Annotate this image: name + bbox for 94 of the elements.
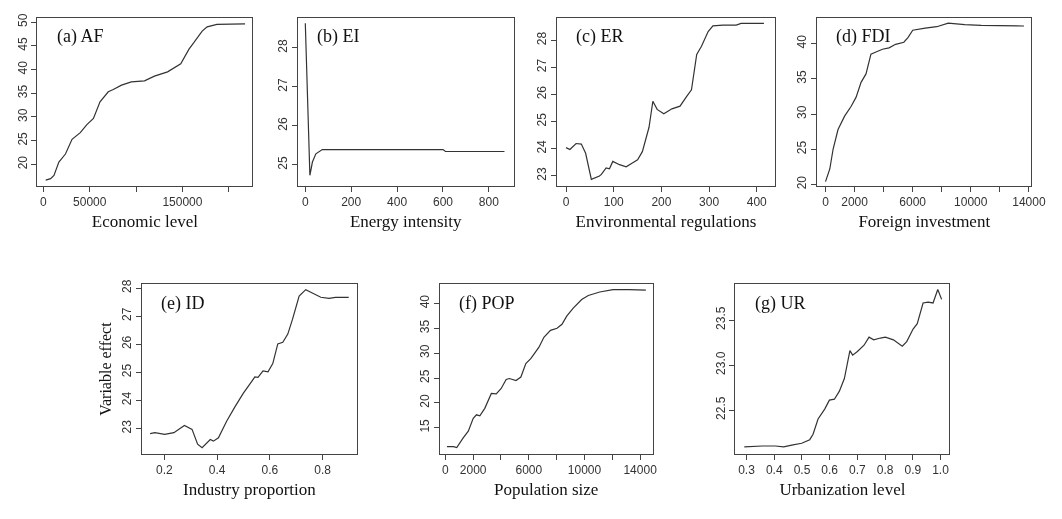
- x-tick-label: 6000: [515, 463, 543, 478]
- line-series: [446, 288, 647, 449]
- line-series: [565, 22, 765, 180]
- line-series: [149, 289, 350, 449]
- x-tick-label: 0.7: [849, 463, 867, 478]
- x-tick-label: 0.2: [156, 463, 174, 478]
- x-axis-title: Urbanization level: [779, 479, 906, 499]
- y-tick-label: 30: [795, 105, 810, 119]
- y-tick-label: 35: [795, 70, 810, 84]
- x-tick-label: 0: [301, 195, 309, 210]
- x-tick-label: 0.9: [904, 463, 922, 478]
- y-tick-label: 45: [15, 36, 30, 51]
- y-tick-label: 20: [15, 155, 30, 170]
- x-axis-title: Industry proportion: [183, 479, 317, 499]
- y-tick-label: 35: [15, 84, 30, 99]
- y-tick-label: 25: [275, 155, 290, 170]
- y-tick-label: 25: [417, 369, 432, 383]
- y-tick-label: 25: [15, 131, 30, 146]
- line-series: [824, 22, 1025, 183]
- x-axis-title: Foreign investment: [858, 211, 991, 231]
- text: (d) FDI: [836, 26, 891, 47]
- x-tick-label: 0.6: [821, 463, 839, 478]
- y-tick-label: 22.5: [713, 396, 728, 420]
- x-tick-label: 200: [341, 195, 362, 210]
- x-tick-label: 150000: [162, 195, 203, 210]
- y-tick-label: 50: [15, 13, 30, 27]
- x-tick-label: 0.4: [208, 463, 226, 478]
- y-tick-label: 23: [120, 419, 135, 434]
- x-tick-label: 2000: [459, 463, 487, 478]
- y-tick-label: 20: [417, 394, 432, 408]
- x-tick-label: 50000: [73, 195, 107, 210]
- line-series: [743, 288, 943, 448]
- y-tick-label: 30: [417, 344, 432, 359]
- line-series: [45, 23, 246, 181]
- x-tick-label: 0.4: [765, 463, 783, 478]
- x-tick-label: 10000: [954, 195, 988, 210]
- y-tick-label: 26: [275, 116, 290, 131]
- x-tick-label: 0: [40, 195, 48, 210]
- y-tick-label: 25: [120, 363, 135, 378]
- x-axis-title: Economic level: [91, 211, 199, 231]
- x-tick-label: 300: [699, 195, 720, 210]
- y-tick-label: 28: [275, 39, 290, 53]
- y-tick-label: 23.0: [713, 351, 728, 375]
- x-axis-title: Environmental regulations: [575, 211, 757, 231]
- x-axis-title: Population size: [494, 479, 599, 499]
- x-tick-label: 400: [746, 195, 768, 210]
- x-tick-label: 10000: [567, 463, 602, 478]
- y-tick-label: 27: [275, 77, 290, 92]
- y-tick-label: 25: [535, 112, 550, 127]
- x-tick-label: 0.3: [738, 463, 756, 478]
- y-tick-label: 15: [417, 418, 432, 433]
- x-tick-label: 2000: [841, 195, 869, 210]
- x-tick-label: 0.6: [261, 463, 279, 478]
- x-tick-label: 0: [442, 463, 449, 478]
- y-tick-label: 40: [15, 60, 30, 75]
- x-tick-label: 0.8: [876, 463, 894, 478]
- x-tick-label: 400: [387, 195, 408, 210]
- x-tick-label: 14000: [623, 463, 658, 478]
- y-tick-label: 40: [417, 294, 432, 309]
- y-tick-label: 27: [120, 307, 135, 321]
- y-tick-label: 25: [795, 140, 810, 155]
- x-tick-label: 14000: [1012, 195, 1046, 210]
- y-axis-title: Variable effect: [97, 321, 115, 416]
- x-tick-label: 600: [432, 195, 454, 210]
- text: (e) ID: [161, 293, 205, 314]
- y-tick-label: 26: [120, 335, 135, 350]
- y-tick-label: 27: [535, 58, 550, 73]
- line-series: [304, 22, 506, 176]
- x-tick-label: 800: [478, 195, 500, 210]
- text: (f) POP: [459, 293, 515, 314]
- text: (a) AF: [57, 26, 104, 47]
- y-tick-label: 20: [795, 175, 810, 190]
- x-tick-label: 200: [651, 195, 672, 210]
- y-tick-label: 23.5: [713, 306, 728, 330]
- x-axis-title: Energy intensity: [349, 211, 462, 231]
- text: (b) EI: [317, 26, 360, 47]
- y-tick-label: 35: [417, 319, 432, 334]
- x-tick-label: 0: [822, 195, 830, 210]
- x-tick-label: 0.8: [314, 463, 332, 478]
- text: (c) ER: [576, 26, 624, 47]
- y-tick-label: 24: [120, 391, 135, 406]
- y-tick-label: 23: [535, 166, 550, 181]
- y-tick-label: 28: [120, 279, 135, 293]
- x-tick-label: 6000: [899, 195, 927, 210]
- y-tick-label: 40: [795, 34, 810, 49]
- y-tick-label: 24: [535, 139, 550, 154]
- x-tick-label: 1.0: [932, 463, 950, 478]
- x-tick-label: 100: [603, 195, 625, 210]
- x-tick-label: 0.5: [793, 463, 811, 478]
- y-tick-label: 30: [15, 108, 30, 122]
- text: (g) UR: [755, 293, 806, 314]
- y-tick-label: 26: [535, 85, 550, 100]
- x-tick-label: 0: [562, 195, 570, 210]
- y-tick-label: 28: [535, 31, 550, 46]
